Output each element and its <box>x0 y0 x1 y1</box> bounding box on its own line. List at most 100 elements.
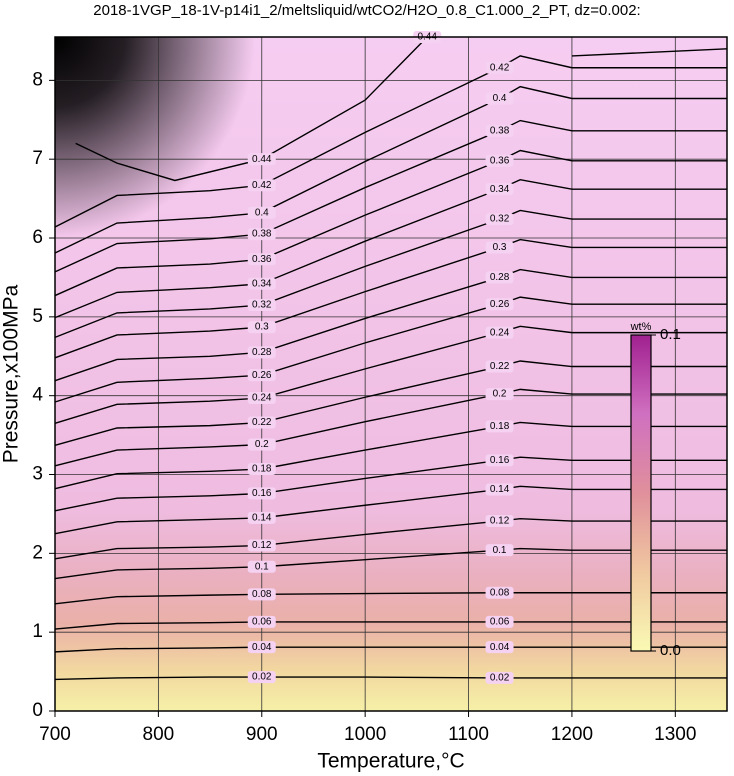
y-tick-label: 7 <box>32 148 43 169</box>
contour-label: 0.4 <box>493 93 507 104</box>
contour-label: 0.38 <box>490 125 510 136</box>
contour-label-bg <box>247 438 276 451</box>
contour-label-bg <box>485 544 514 557</box>
contour-label: 0.14 <box>490 484 510 495</box>
contour-label: 0.26 <box>252 370 272 381</box>
contour-label: 0.26 <box>490 299 510 310</box>
contour-label: 0.16 <box>252 488 272 499</box>
contour-line <box>54 517 727 560</box>
contour-label-bg <box>247 153 276 166</box>
chart-title: 2018-1VGP_18-1V-p14i1_2/meltsliquid/wtCO… <box>93 2 640 19</box>
contour-label-bg <box>247 206 276 219</box>
contour-label: 0.18 <box>490 421 510 432</box>
contour-label: 0.18 <box>252 464 272 475</box>
y-tick-label: 0 <box>32 700 43 721</box>
contour-label: 0.42 <box>252 180 272 191</box>
x-tick-label: 900 <box>246 724 278 745</box>
contour-label-bg <box>485 615 514 628</box>
contour-line <box>54 55 727 228</box>
x-tick-label: 1000 <box>344 724 386 745</box>
contour-label-bg <box>485 241 514 254</box>
contour-label-bg <box>247 299 276 312</box>
contour-label: 0.36 <box>252 254 272 265</box>
contour-label-bg <box>485 183 514 196</box>
contour-label: 0.12 <box>252 540 272 551</box>
contour-label: 0.08 <box>252 589 272 600</box>
contour-label-bg <box>485 326 514 339</box>
contour-label: 0.2 <box>493 389 507 400</box>
contour-label-bg <box>247 511 276 524</box>
contour-label: 0.28 <box>252 347 272 358</box>
plot-frame <box>54 36 728 712</box>
contour-label-bg <box>485 61 514 74</box>
contour-label-bg <box>247 588 276 601</box>
y-tick-label: 1 <box>32 621 43 642</box>
contour-line <box>54 209 727 338</box>
contour-label-bg <box>247 346 276 359</box>
contour-label: 0.02 <box>252 672 272 683</box>
contour-label-bg <box>485 671 514 684</box>
contour-label: 0.16 <box>490 455 510 466</box>
contour-label: 0.42 <box>490 62 510 73</box>
contour-line <box>54 646 727 653</box>
x-tick-label: 1300 <box>654 724 696 745</box>
contour-label-bg <box>485 124 514 137</box>
y-tick-label: 3 <box>32 464 43 485</box>
colorbar <box>630 334 652 652</box>
contour-label-bg <box>247 369 276 382</box>
contour-line <box>75 36 728 182</box>
contour-line <box>54 421 727 490</box>
contour-label: 0.36 <box>490 155 510 166</box>
contour-label: 0.06 <box>490 617 510 628</box>
contour-label: 0.08 <box>490 587 510 598</box>
contour-label: 0.34 <box>490 184 510 195</box>
x-axis-label: Temperature,°C <box>317 750 464 773</box>
colorbar-title: wt% <box>630 321 652 333</box>
contour-label-bg <box>247 560 276 573</box>
contour-label: 0.1 <box>255 561 269 572</box>
contour-label-bg <box>485 271 514 284</box>
contour-label: 0.3 <box>255 322 269 333</box>
contour-label-bg <box>247 277 276 290</box>
contour-label: 0.06 <box>252 617 272 628</box>
contour-label: 0.4 <box>255 207 269 218</box>
contour-label-bg <box>485 213 514 226</box>
contour-label: 0.38 <box>252 229 272 240</box>
x-tick-label: 800 <box>143 724 175 745</box>
contour-line <box>54 119 727 273</box>
contour-line <box>54 456 727 512</box>
contour-label: 0.04 <box>252 642 272 653</box>
contour-label-bg <box>247 487 276 500</box>
x-tick-label: 700 <box>39 724 71 745</box>
contour-line <box>54 592 727 605</box>
contour-label-bg <box>247 321 276 334</box>
contour-line <box>54 621 727 630</box>
contour-label: 0.22 <box>490 361 510 372</box>
contour-label: 0.3 <box>493 242 507 253</box>
contour-line <box>54 360 727 447</box>
contour-line <box>54 268 727 382</box>
contour-label: 0.32 <box>490 214 510 225</box>
contour-label: 0.24 <box>252 393 272 404</box>
contour-label-bg <box>485 92 514 105</box>
contour-label: 0.1 <box>493 545 507 556</box>
contour-line <box>54 325 727 424</box>
y-tick-label: 4 <box>32 385 43 406</box>
contour-label-bg <box>247 416 276 429</box>
contour-label: 0.04 <box>490 642 510 653</box>
contour-line <box>54 676 727 681</box>
contour-line <box>54 178 727 319</box>
y-tick-label: 6 <box>32 227 43 248</box>
contour-label-bg <box>247 615 276 628</box>
contour-line <box>54 149 727 297</box>
contour-label-bg <box>247 641 276 654</box>
contour-line <box>54 388 727 467</box>
contour-label: 0.02 <box>490 673 510 684</box>
colorbar-tick-label: 0.0 <box>660 642 681 659</box>
contour-label-bg <box>247 671 276 684</box>
contour-label-bg <box>247 392 276 405</box>
contour-label-bg <box>247 462 276 475</box>
contour-label-bg <box>247 179 276 192</box>
contour-line <box>54 238 727 359</box>
